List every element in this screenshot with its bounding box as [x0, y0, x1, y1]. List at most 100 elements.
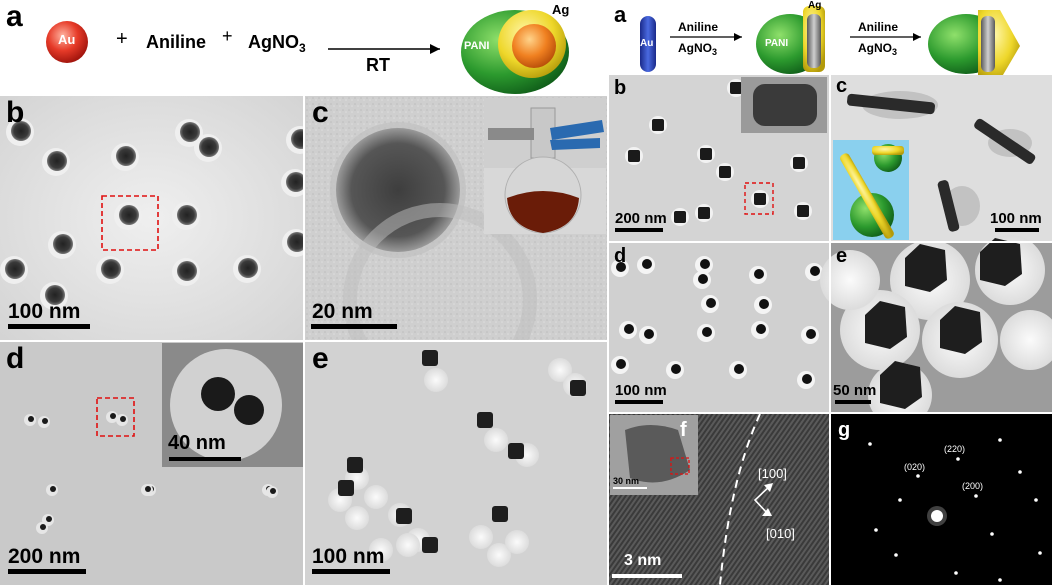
particle	[644, 329, 654, 339]
particle	[802, 374, 812, 384]
step1-agno3-label: AgNO3	[678, 41, 718, 57]
diffraction-spot	[1038, 551, 1042, 555]
particle	[508, 443, 524, 459]
inset-scale-label: 40 nm	[168, 432, 226, 454]
panel-separators	[0, 75, 1052, 585]
particle	[706, 298, 716, 308]
hrtem-panel-f	[609, 413, 829, 585]
final-product-icon	[928, 10, 1020, 80]
particle	[700, 148, 712, 160]
tem-panel-b-right	[609, 75, 829, 241]
au-rod-label: Au	[640, 38, 654, 49]
particle	[145, 486, 151, 492]
particle	[806, 329, 816, 339]
tem-panel-c-left	[305, 96, 607, 397]
particle	[177, 261, 197, 281]
particle	[286, 172, 306, 192]
diffraction-spot	[868, 442, 872, 446]
plus-sign: +	[222, 26, 233, 46]
particle	[719, 166, 731, 178]
particle	[652, 119, 664, 131]
particle	[101, 259, 121, 279]
left-scheme	[46, 10, 569, 94]
particle	[469, 525, 493, 549]
right-scheme	[640, 6, 1020, 80]
particle	[345, 506, 369, 530]
diffraction-spot	[990, 532, 994, 536]
particle	[338, 480, 354, 496]
particle	[5, 259, 25, 279]
scale-label: 50 nm	[833, 382, 877, 399]
particle	[40, 524, 46, 530]
particle	[698, 274, 708, 284]
diffraction-spot	[916, 474, 920, 478]
particle	[287, 232, 307, 252]
diffraction-spot	[956, 457, 960, 461]
flask-photo-inset	[484, 98, 606, 234]
inset-scale-label: 30 nm	[613, 476, 640, 486]
particle	[797, 205, 809, 217]
tem-panel-e-right	[820, 235, 1052, 427]
scale-label: 20 nm	[312, 300, 373, 323]
tem-panel-c-right	[831, 75, 1052, 241]
panel-label-b-right: b	[614, 77, 627, 99]
diffraction-spot	[998, 438, 1002, 442]
particle	[422, 350, 438, 366]
mid-pani-label: PANI	[765, 38, 789, 49]
au-label: Au	[58, 32, 76, 47]
saed-index: (200)	[962, 481, 984, 491]
aniline-label: Aniline	[146, 32, 207, 52]
tem-panel-d-left	[0, 342, 303, 585]
panel-label-e-left: e	[312, 342, 329, 375]
diffraction-spot	[1018, 470, 1022, 474]
tem-panel-e-left	[305, 342, 607, 585]
diffraction-spot	[898, 498, 902, 502]
particle	[754, 269, 764, 279]
agno3-label: AgNO3	[248, 32, 306, 55]
rod-particles	[847, 91, 1036, 232]
particle	[364, 485, 388, 509]
particle	[570, 380, 586, 396]
particle	[980, 238, 1022, 286]
scale-label: 100 nm	[615, 382, 667, 399]
particle	[698, 207, 710, 219]
particle	[700, 259, 710, 269]
scale-label: 100 nm	[8, 300, 81, 323]
intermediate-product-icon	[756, 6, 825, 74]
particle	[759, 299, 769, 309]
scale-label: 100 nm	[990, 210, 1042, 227]
particle	[270, 488, 276, 494]
selection-box	[744, 182, 774, 215]
particle	[671, 364, 681, 374]
scale-label: 100 nm	[312, 545, 385, 568]
particle	[119, 205, 139, 225]
particle	[628, 150, 640, 162]
panel-label-c-right: c	[836, 75, 848, 97]
scale-label: 200 nm	[8, 545, 81, 568]
diffraction-spot	[894, 553, 898, 557]
particle	[1000, 310, 1052, 370]
selection-box	[96, 397, 135, 437]
particle	[116, 146, 136, 166]
pani-label: PANI	[464, 40, 490, 52]
particle	[642, 259, 652, 269]
particle	[120, 416, 126, 422]
particle	[46, 516, 52, 522]
selection-box	[101, 195, 159, 251]
particle	[624, 324, 634, 334]
particle	[505, 530, 529, 554]
step1-aniline-label: Aniline	[678, 20, 719, 34]
particle	[810, 266, 820, 276]
saed-index: (020)	[904, 462, 926, 472]
particle	[347, 457, 363, 473]
hrtem-inset	[610, 415, 698, 495]
gold-nanoparticle-icon	[46, 21, 88, 63]
panel-label-d-right: d	[614, 245, 627, 267]
diffraction-spot	[1034, 498, 1038, 502]
particle	[199, 137, 219, 157]
panel-label-a-right: a	[614, 2, 627, 27]
particle	[734, 364, 744, 374]
particle	[396, 508, 412, 524]
panel-label-f: f	[680, 419, 687, 441]
